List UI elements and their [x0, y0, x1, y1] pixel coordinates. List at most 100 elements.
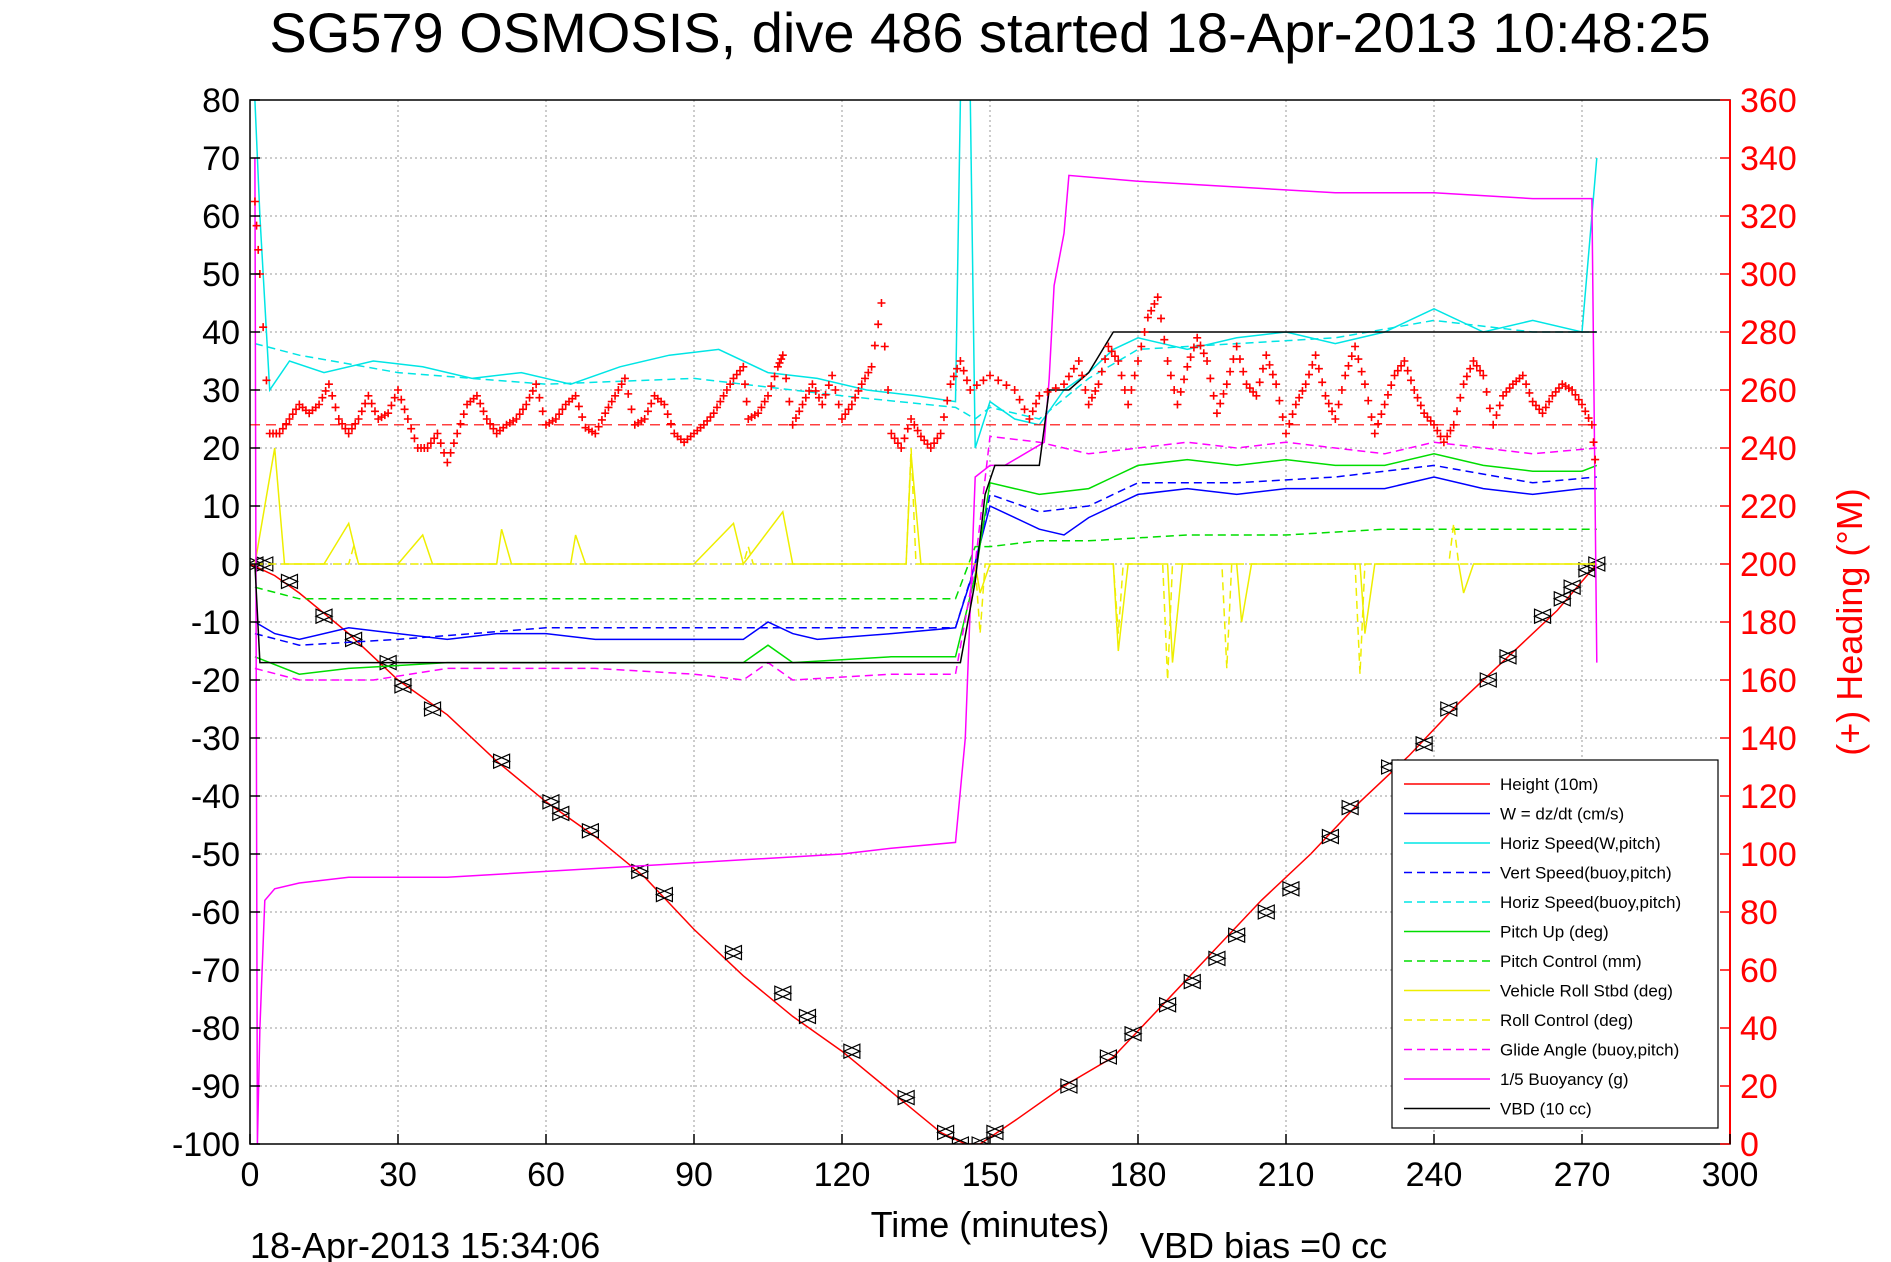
heading-point [841, 410, 850, 419]
right-tick-label: 60 [1740, 952, 1778, 990]
heading-point [601, 409, 610, 418]
heading-point [1183, 362, 1192, 371]
depth-marker [393, 677, 413, 694]
depth-marker [1577, 561, 1597, 578]
heading-point [777, 355, 786, 364]
heading-point [851, 393, 860, 402]
depth-marker [492, 753, 512, 770]
heading-point [959, 366, 968, 375]
heading-point [814, 393, 823, 402]
left-tick-label: -100 [172, 1126, 240, 1164]
heading-point [1153, 293, 1162, 302]
heading-point [861, 374, 870, 383]
depth-marker [1340, 799, 1360, 816]
heading-point [282, 419, 291, 428]
heading-point [972, 381, 981, 390]
heading-point [551, 415, 560, 423]
depth-marker [314, 608, 334, 625]
heading-point [512, 415, 521, 423]
depth-marker [1182, 973, 1202, 990]
heading-point [760, 397, 769, 406]
heading-point [1387, 381, 1396, 390]
series-height [250, 563, 1598, 1144]
depth-marker [1059, 1078, 1079, 1094]
heading-point [591, 429, 600, 438]
heading-point [716, 397, 725, 406]
heading-point [1482, 387, 1491, 396]
depth-marker [1498, 648, 1518, 665]
heading-point [1081, 386, 1090, 394]
heading-point [1219, 389, 1228, 398]
depth-marker [654, 886, 674, 903]
heading-point [1367, 413, 1376, 422]
heading-point [1410, 386, 1419, 394]
x-tick-label: 60 [527, 1156, 565, 1194]
heading-point [344, 429, 353, 438]
series-pitch_control [254, 528, 1597, 600]
heading-point [436, 439, 445, 448]
heading-point [1134, 357, 1142, 365]
heading-point [1370, 429, 1379, 438]
heading-point [315, 400, 324, 409]
depth-marker [580, 822, 600, 839]
heading-point [930, 439, 939, 448]
heading-point [903, 424, 912, 433]
depth-marker [896, 1089, 916, 1106]
heading-point [740, 380, 749, 389]
heading-point [844, 405, 853, 414]
depth-marker [423, 701, 443, 717]
depth-marker [1123, 1025, 1143, 1042]
heading-point [403, 415, 412, 423]
depth-marker [1256, 904, 1276, 920]
heading-point [1462, 372, 1471, 381]
heading-point [897, 444, 906, 452]
heading-point [1114, 357, 1123, 365]
heading-point [791, 414, 800, 423]
series-horiz_speed_w [254, 100, 1598, 449]
left-tick-label: 10 [202, 488, 240, 526]
footer-vbd-bias: VBD bias =0 cc [1140, 1225, 1387, 1262]
heading-point [709, 409, 718, 418]
heading-point [1397, 361, 1406, 370]
depth-marker [1439, 701, 1459, 717]
heading-point [407, 424, 416, 433]
heading-point [874, 320, 883, 329]
heading-point [821, 390, 830, 399]
heading-point [867, 362, 876, 371]
right-tick-label: 260 [1740, 372, 1797, 410]
heading-point [1209, 391, 1218, 400]
heading-point [430, 434, 439, 443]
left-tick-label: 20 [202, 430, 240, 468]
heading-point [1291, 400, 1300, 409]
heading-point [1574, 395, 1583, 404]
legend-entry: Horiz Speed(W,pitch) [1500, 834, 1661, 853]
heading-point [278, 424, 287, 433]
left-tick-label: 0 [221, 546, 240, 584]
heading-point [1380, 400, 1389, 409]
heading-point [1578, 400, 1586, 409]
heading-point [1341, 371, 1350, 380]
heading-point [647, 399, 656, 408]
heading-point [719, 391, 728, 400]
heading-point [1196, 341, 1205, 350]
x-tick-label: 30 [379, 1156, 417, 1194]
heading-point [660, 400, 669, 409]
heading-point [890, 434, 899, 443]
heading-point [1351, 342, 1360, 351]
depth-marker [1098, 1049, 1118, 1065]
heading-point [574, 402, 583, 411]
heading-point [757, 403, 766, 412]
heading-point [259, 323, 268, 332]
heading-point [1262, 351, 1271, 360]
heading-point [597, 415, 606, 424]
heading-point [864, 368, 873, 377]
heading-point [285, 415, 294, 423]
heading-point [387, 401, 396, 410]
heading-point [1275, 396, 1284, 405]
heading-point [525, 393, 534, 402]
heading-point [1043, 387, 1052, 396]
heading-point [1166, 371, 1175, 380]
heading-point [1383, 390, 1392, 399]
legend-entry: Pitch Control (mm) [1500, 952, 1642, 971]
